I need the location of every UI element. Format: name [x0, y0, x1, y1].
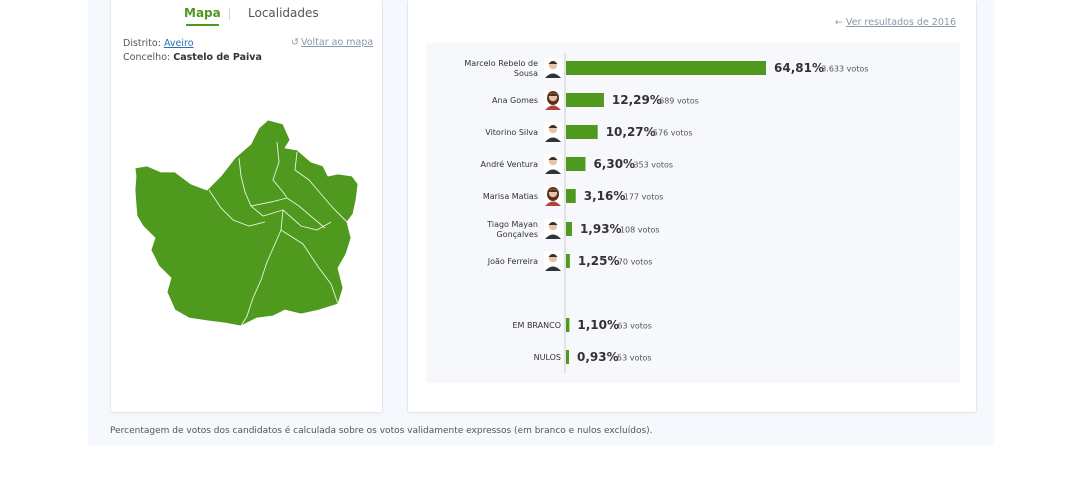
distrito-link[interactable]: Aveiro — [163, 38, 194, 49]
category-label: NULOS — [534, 353, 561, 362]
votes-label: 108 votos — [620, 226, 660, 235]
female-avatar-icon — [544, 186, 562, 206]
distrito-label: Distrito: — [123, 38, 161, 49]
map-region[interactable] — [134, 119, 359, 327]
distrito-info: Distrito: Aveiro — [123, 38, 194, 49]
concelho-info: Concelho: Castelo de Paiva — [123, 52, 262, 63]
percentage-label: 12,29% — [612, 93, 662, 107]
percentage-label: 64,81% — [774, 61, 824, 75]
votes-label: 689 votos — [659, 97, 699, 106]
ver-resultados-label: Ver resultados de 2016 — [845, 17, 956, 28]
back-to-map-link[interactable]: ↺ Voltar ao mapa — [291, 37, 373, 48]
category-label: Marisa Matias — [483, 192, 538, 201]
result-bar — [566, 61, 766, 75]
category-label: Ana Gomes — [492, 96, 538, 105]
result-bar — [566, 157, 586, 171]
result-bar — [566, 189, 576, 203]
votes-label: 576 votos — [653, 129, 693, 138]
result-bar — [566, 350, 569, 364]
category-label: Marcelo Rebelo de Sousa — [464, 59, 538, 78]
female-avatar-icon — [544, 90, 562, 110]
footnote: Percentagem de votos dos candidatos é ca… — [110, 426, 653, 436]
result-bar — [566, 222, 572, 236]
municipality-map[interactable] — [133, 118, 363, 328]
percentage-label: 1,10% — [577, 318, 619, 332]
view-tabs: Mapa Localidades — [111, 6, 384, 30]
percentage-label: 3,16% — [584, 189, 626, 203]
category-label: André Ventura — [481, 159, 539, 169]
ver-resultados-2016-link[interactable]: ← Ver resultados de 2016 — [835, 17, 956, 28]
percentage-label: 0,93% — [577, 350, 619, 364]
category-label: Tiago Mayan Gonçalves — [486, 220, 538, 239]
concelho-label: Concelho: — [123, 52, 171, 63]
map-card: Mapa Localidades Distrito: Aveiro Concel… — [110, 0, 383, 413]
undo-icon: ↺ — [291, 37, 299, 48]
percentage-label: 1,93% — [580, 222, 622, 236]
votes-label: 177 votos — [624, 193, 664, 202]
tab-localidades[interactable]: Localidades — [248, 6, 319, 20]
male-avatar-icon — [544, 122, 562, 142]
votes-label: 353 votos — [633, 161, 673, 170]
votes-label: 3.633 votos — [821, 65, 868, 74]
male-avatar-icon — [544, 251, 562, 271]
percentage-label: 6,30% — [593, 157, 635, 171]
category-label: João Ferreira — [487, 257, 538, 266]
male-avatar-icon — [544, 219, 562, 239]
percentage-label: 1,25% — [578, 254, 620, 268]
results-chart: Marcelo Rebelo de Sousa 64,81% 3.633 votos A… — [426, 43, 960, 383]
map-borders — [208, 141, 348, 327]
tab-divider — [229, 8, 230, 20]
male-avatar-icon — [544, 154, 562, 174]
result-bar — [566, 254, 570, 268]
arrow-left-icon: ← — [834, 17, 843, 28]
tab-mapa[interactable]: Mapa — [184, 6, 221, 26]
result-bar — [566, 93, 604, 107]
male-avatar-icon — [544, 58, 562, 78]
category-label: EM BRANCO — [512, 321, 561, 330]
result-bar — [566, 318, 570, 332]
votes-label: 63 votos — [617, 322, 652, 331]
concelho-value: Castelo de Paiva — [173, 52, 262, 63]
category-label: Vitorino Silva — [485, 128, 538, 137]
result-bar — [566, 125, 598, 139]
results-card: ← Ver resultados de 2016 Marcelo Rebelo … — [407, 0, 977, 413]
votes-label: 70 votos — [618, 258, 653, 267]
back-to-map-label: Voltar ao mapa — [300, 37, 374, 48]
percentage-label: 10,27% — [606, 125, 656, 139]
results-bar-chart: Marcelo Rebelo de Sousa 64,81%3.633 votos A… — [464, 53, 868, 373]
votes-label: 53 votos — [617, 354, 652, 363]
